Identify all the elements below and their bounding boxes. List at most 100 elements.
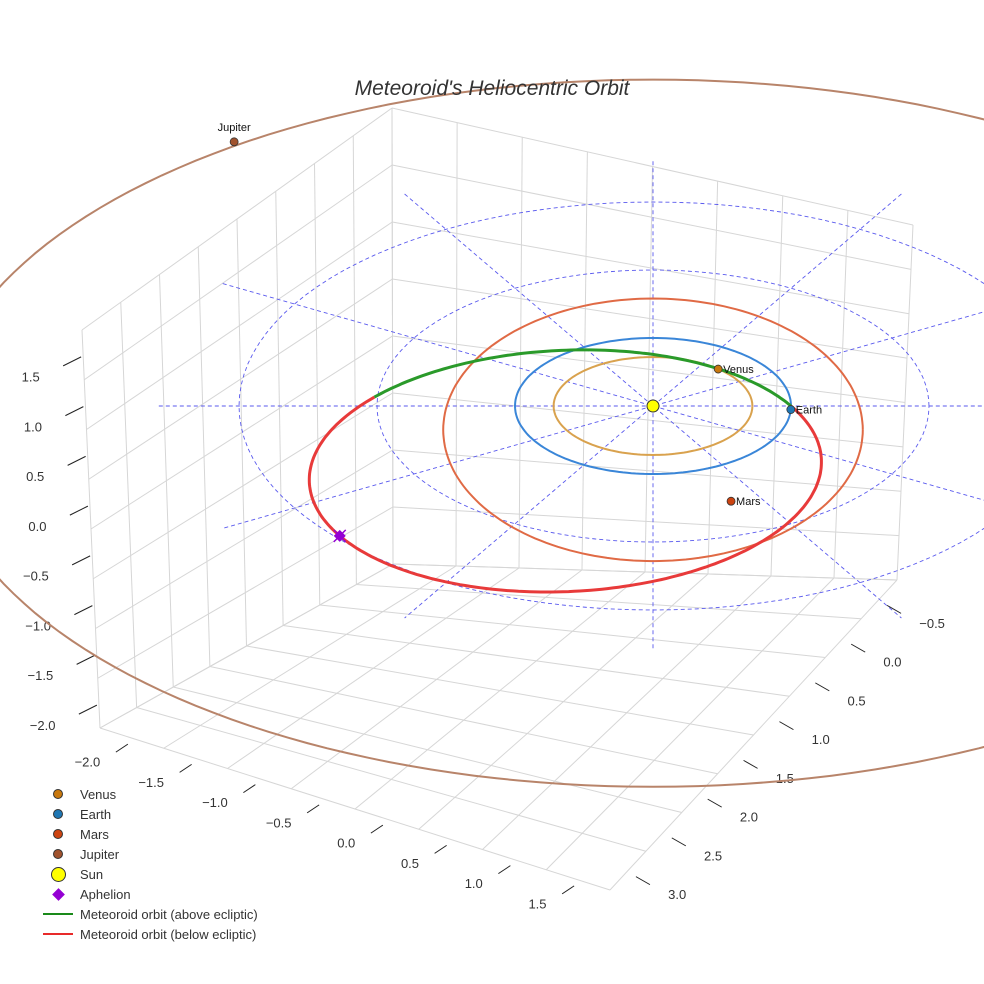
x-tick-mark [370,824,384,834]
grid-line [356,584,862,620]
grid-line [81,107,393,331]
legend: Venus Earth Mars Jupiter Sun Aphelion Meteoroi… [36,784,258,944]
circle-icon [36,829,80,839]
x-tick-label: 1.0 [465,876,483,891]
y-tick-mark [850,643,866,653]
earth-orbit [513,337,792,475]
x-tick-mark [434,844,447,854]
meteoroid-orbit-below [307,395,823,594]
z-tick-mark [65,406,84,417]
mars-label: Mars [736,496,761,508]
x-tick-mark [243,784,256,794]
axes-grid [81,107,914,891]
venus-label: Venus [723,364,754,376]
x-tick-mark [306,804,320,814]
diamond-icon [36,887,80,901]
legend-item: Sun [36,864,258,884]
y-tick-label: 2.0 [740,810,758,825]
circle-icon [36,866,80,882]
z-tick-label: 1.5 [22,370,40,385]
y-tick-mark [815,682,830,692]
y-tick-mark [886,604,902,614]
legend-label: Aphelion [80,886,131,902]
grid-line [88,278,393,480]
legend-label: Jupiter [80,846,120,862]
legend-label: Meteoroid orbit (above ecliptic) [80,906,258,922]
grid-line [392,563,898,581]
radial-line [404,193,902,619]
y-tick-label: −0.5 [919,616,945,631]
grid-line [392,221,910,315]
radial-line [222,283,984,501]
legend-label: Meteoroid orbit (below ecliptic) [80,926,257,942]
z-tick-label: −2.0 [30,718,56,733]
mars-marker [726,496,736,506]
x-tick-mark [115,743,129,753]
y-tick-mark [707,798,722,808]
z-tick-label: −0.5 [23,569,49,584]
z-tick-label: −1.0 [25,618,51,633]
grid-line [319,604,826,658]
circle-icon [36,789,80,799]
legend-item: Aphelion [36,884,258,904]
y-tick-mark [635,876,651,886]
grid-line [95,449,394,629]
y-tick-mark [743,759,758,769]
earth-marker [786,405,796,414]
x-tick-label: 0.5 [401,856,419,871]
jupiter-orbit [0,78,984,788]
grid-line [609,579,898,891]
legend-item: Meteoroid orbit (below ecliptic) [36,924,258,944]
legend-label: Mars [80,826,109,842]
grid-line [418,573,709,830]
y-tick-mark [671,837,687,847]
y-tick-label: 0.0 [883,655,901,670]
legend-label: Venus [80,786,117,802]
jupiter-marker [229,137,239,147]
legend-item: Venus [36,784,258,804]
legend-item: Mars [36,824,258,844]
grid-line [354,571,646,810]
x-tick-label: 0.0 [337,836,355,851]
x-tick-label: −1.0 [202,795,228,810]
grid-line [392,392,904,448]
jupiter-label: Jupiter [218,122,251,134]
z-tick-mark [69,505,89,516]
radial-line [404,193,902,619]
radial-line [222,311,984,529]
grid-line [391,107,914,226]
legend-line-icon [36,933,80,935]
z-tick-mark [74,605,93,616]
grid-line [92,392,393,580]
z-tick-label: −1.5 [28,668,54,683]
x-tick-mark [498,865,511,875]
x-tick-label: −0.5 [266,815,292,830]
grid-line [482,575,772,850]
circle-icon [36,849,80,859]
legend-item: Meteoroid orbit (above ecliptic) [36,904,258,924]
grid-line [283,625,790,697]
y-tick-label: 0.5 [848,693,866,708]
z-tick-mark [78,704,98,715]
aphelion-marker [333,529,346,542]
z-tick-mark [76,654,95,665]
z-tick-mark [62,356,82,367]
grid-line [392,335,906,403]
grid-line [90,335,393,530]
circle-icon [36,809,80,819]
legend-label: Earth [80,806,112,822]
grid-line [392,506,900,537]
x-tick-mark [179,763,192,773]
legend-item: Jupiter [36,844,258,864]
z-tick-label: 0.5 [26,469,44,484]
grid-line [83,164,393,381]
y-tick-label: 3.0 [668,887,686,902]
reference-circle [238,201,984,611]
x-tick-label: 1.5 [528,896,546,911]
grid-line [392,278,908,359]
x-tick-label: −1.5 [138,775,164,790]
legend-label: Sun [80,866,104,882]
z-tick-mark [71,555,91,566]
legend-line-icon [36,913,80,915]
